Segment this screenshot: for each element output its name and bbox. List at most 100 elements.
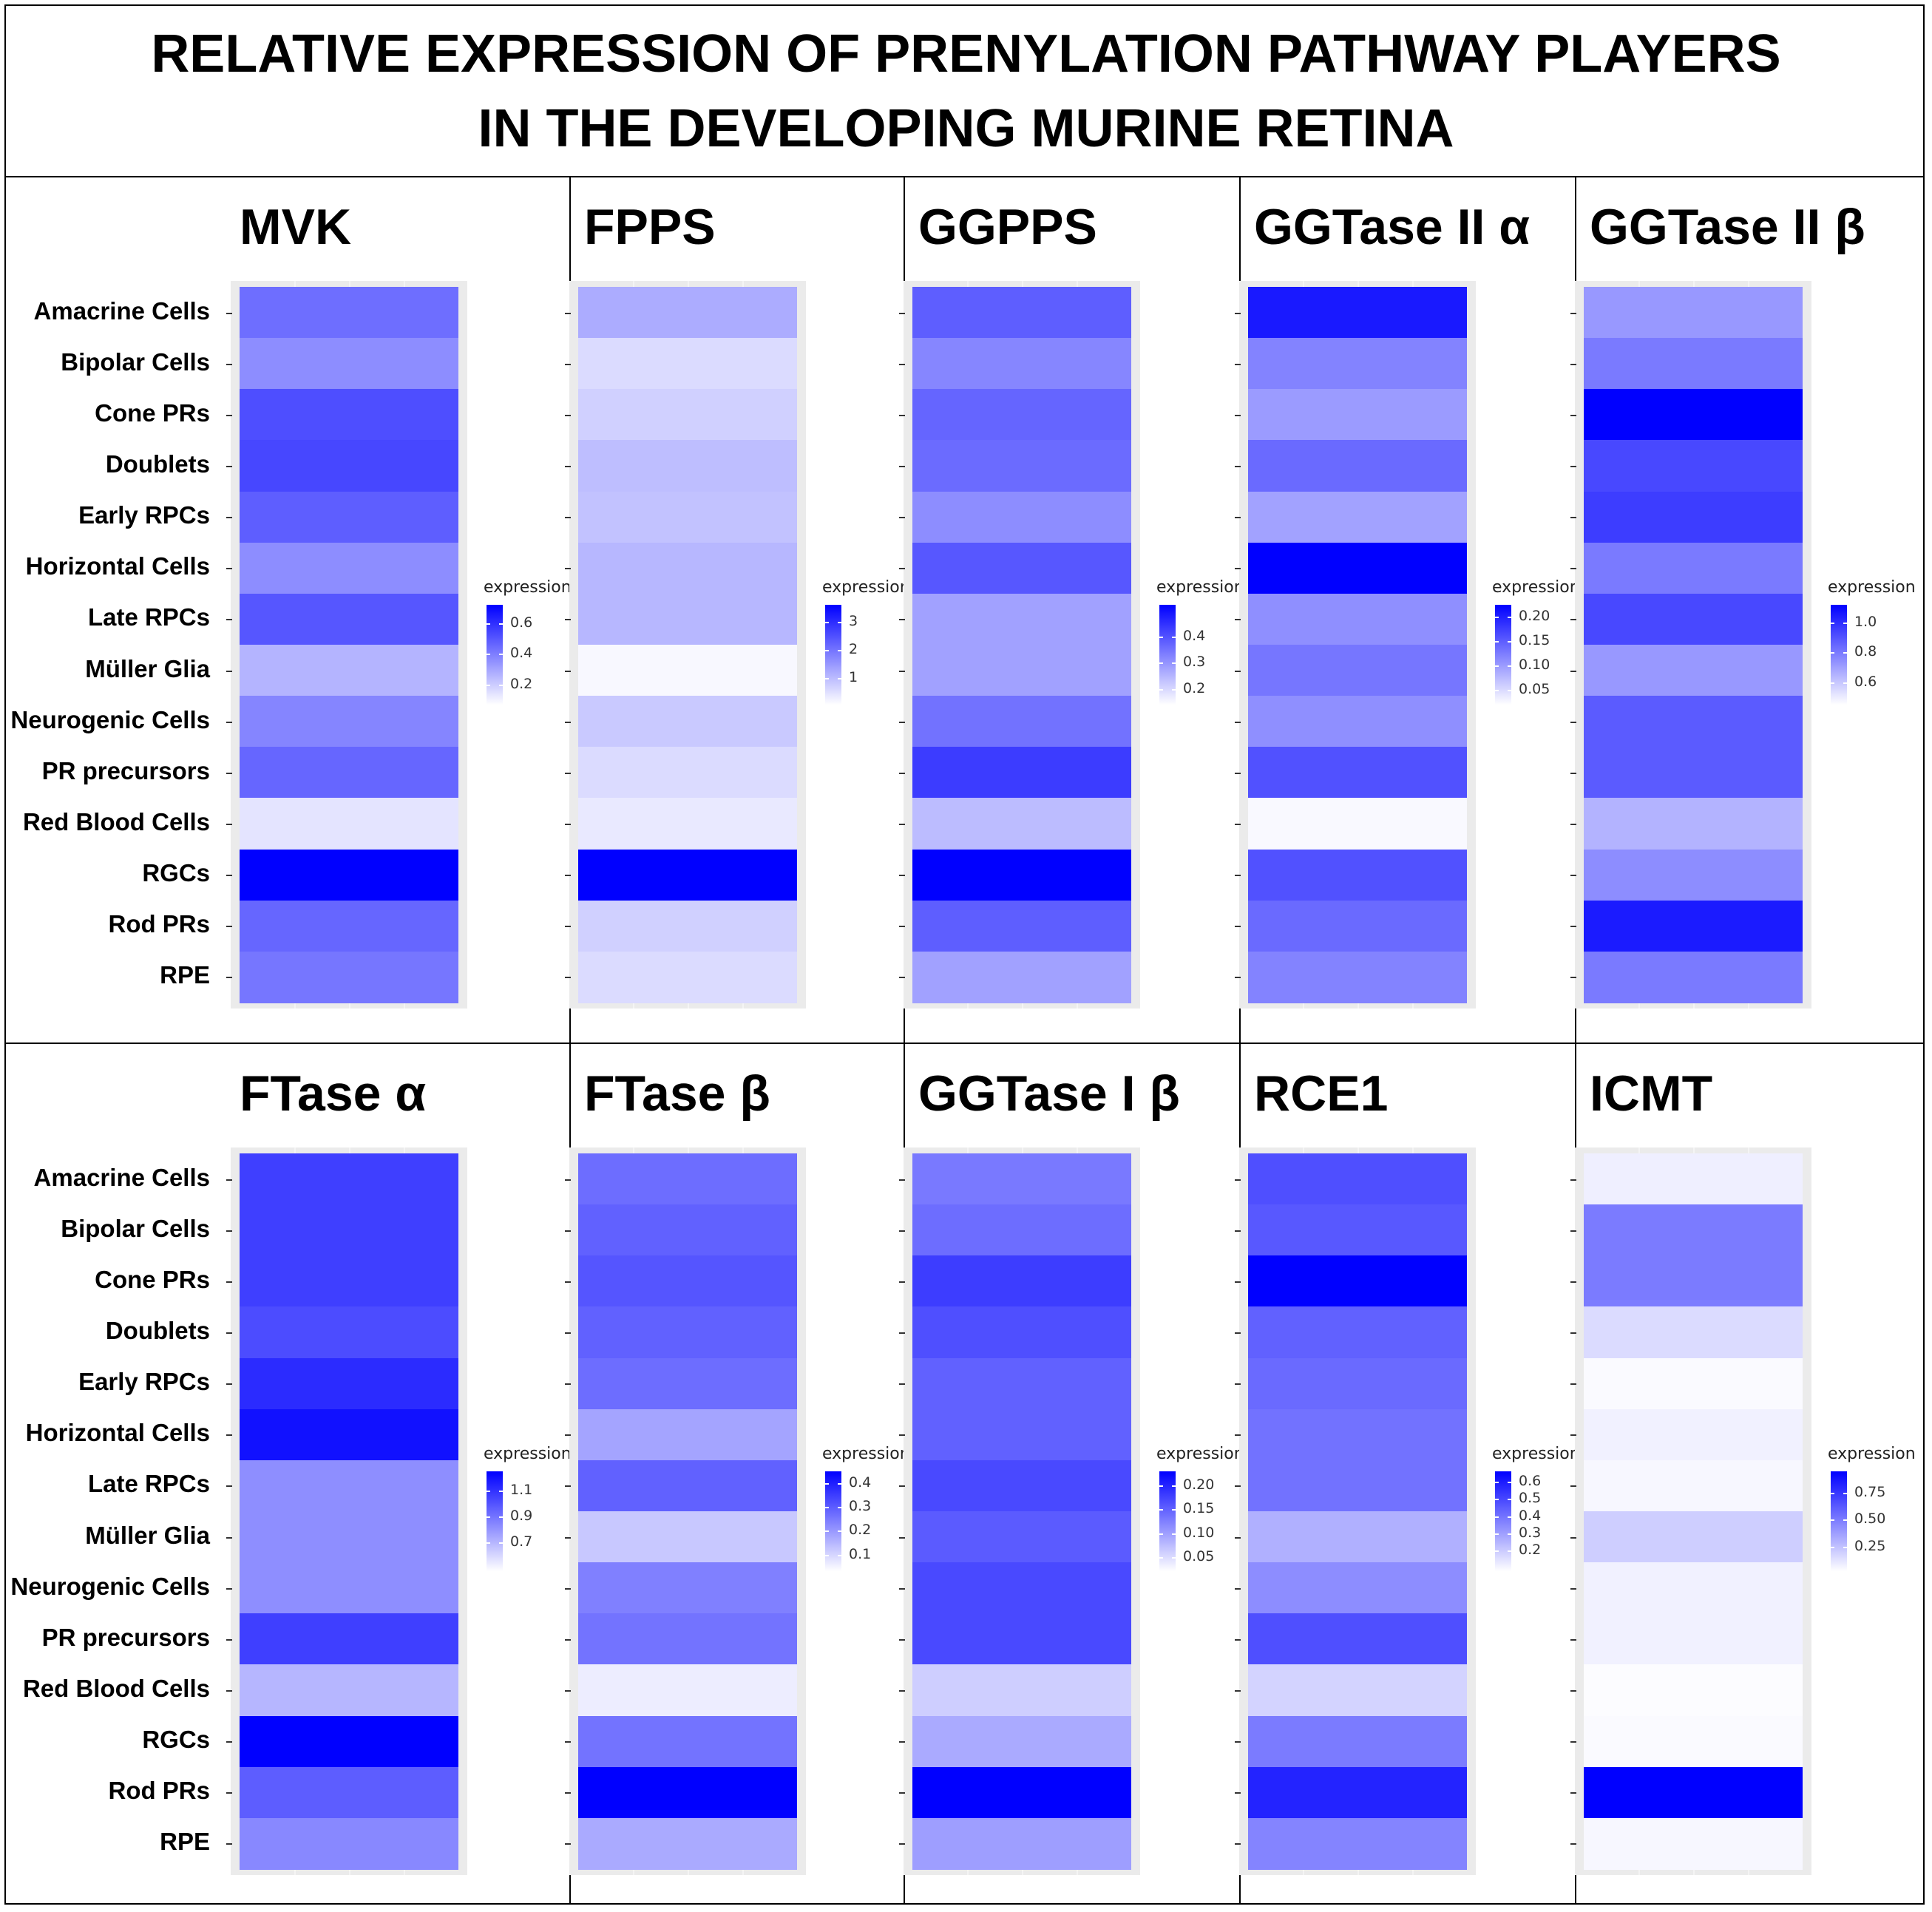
- heatmap-cell-ggtase-ii-5: [1248, 542, 1467, 594]
- row-tick-icmt-9: [1570, 1638, 1576, 1641]
- row-tick-ggtase-i-5: [899, 1434, 905, 1437]
- row-tick-ggtase-i-0: [899, 1179, 905, 1181]
- heatmap-cell-ggtase-ii-4: [1584, 491, 1803, 543]
- legend-label-icmt-1: 0.50: [1854, 1511, 1886, 1528]
- heatmap-cell-ggtase-ii-6: [1248, 593, 1467, 645]
- heatmap-cell-ggtase-ii-7: [1584, 645, 1803, 696]
- legend-label-ftase-1: 0.9: [510, 1508, 533, 1525]
- heatmap-cell-fpps-5: [578, 542, 797, 594]
- legend-tick-fpps-1: [825, 649, 829, 651]
- legend-tick-r-ggtase-ii-1: [1508, 641, 1511, 643]
- row-label-1-3: Doublets: [105, 1317, 210, 1344]
- legend-tick-r-rce1-2: [1508, 1516, 1511, 1518]
- row-tick-fpps-1: [565, 363, 571, 365]
- row-tick-ggpps-11: [899, 875, 905, 877]
- legend-colorbar-icmt: [1831, 1471, 1847, 1571]
- heatmap-cell-fpps-2: [578, 389, 797, 441]
- legend-label-ftase-0: 0.4: [849, 1474, 872, 1491]
- row-tick-mvk-8: [226, 721, 232, 723]
- heatmap-cell-ggtase-i-5: [912, 1408, 1131, 1461]
- legend-colorbar-rce1: [1495, 1471, 1511, 1571]
- row-tick-icmt-0: [1570, 1179, 1576, 1181]
- row-tick-icmt-1: [1570, 1230, 1576, 1232]
- heatmap-cell-ggpps-8: [912, 696, 1131, 747]
- heatmap-cell-fpps-13: [578, 951, 797, 1003]
- row-tick-ftase-10: [565, 1690, 571, 1692]
- row-tick-mvk-5: [226, 568, 232, 570]
- heatmap-cell-ggtase-ii-2: [1584, 389, 1803, 441]
- heatmap-cell-ggpps-9: [912, 747, 1131, 799]
- row-tick-icmt-13: [1570, 1843, 1576, 1845]
- row-tick-ggtase-ii-5: [1235, 568, 1241, 570]
- row-label-1-0: Amacrine Cells: [33, 1163, 210, 1191]
- heatmap-cell-rce1-7: [1248, 1511, 1467, 1563]
- row-tick-mvk-13: [226, 977, 232, 979]
- heatmap-cell-ggpps-4: [912, 491, 1131, 543]
- heatmap-cell-ggpps-1: [912, 338, 1131, 390]
- legend-tick-r-rce1-3: [1508, 1533, 1511, 1535]
- row-tick-rce1-13: [1235, 1843, 1241, 1845]
- row-tick-ftase-6: [565, 1485, 571, 1488]
- legend-label-mvk-2: 0.2: [510, 676, 533, 692]
- row-tick-ftase-11: [565, 1741, 571, 1743]
- heatmap-cell-fpps-11: [578, 849, 797, 901]
- heatmap-cell-ggtase-ii-0: [1584, 287, 1803, 339]
- row-tick-ggtase-i-13: [899, 1843, 905, 1845]
- row-tick-ftase-3: [226, 1332, 232, 1334]
- row-tick-ggtase-ii-9: [1570, 772, 1576, 774]
- row-tick-ftase-3: [565, 1332, 571, 1334]
- row-tick-rce1-3: [1235, 1332, 1241, 1334]
- heatmap-cell-ggtase-i-4: [912, 1357, 1131, 1410]
- row-tick-ggtase-i-9: [899, 1638, 905, 1641]
- legend-tick-r-ftase-2: [499, 1542, 503, 1545]
- legend-tick-r-ftase-0: [838, 1483, 841, 1485]
- heatmap-cell-rce1-8: [1248, 1562, 1467, 1614]
- heatmap-cell-ggtase-ii-11: [1248, 849, 1467, 901]
- legend-tick-r-rce1-1: [1508, 1499, 1511, 1501]
- row-tick-ftase-2: [226, 1281, 232, 1283]
- heatmap-cell-ggtase-i-0: [912, 1153, 1131, 1205]
- row-tick-fpps-4: [565, 517, 571, 519]
- heatmap-cell-mvk-2: [240, 389, 458, 441]
- legend-tick-rce1-3: [1495, 1533, 1499, 1535]
- heatmap-cell-fpps-12: [578, 900, 797, 952]
- heatmap-cell-ggtase-ii-2: [1248, 389, 1467, 441]
- row-label-1-8: Neurogenic Cells: [10, 1572, 210, 1600]
- row-tick-icmt-12: [1570, 1792, 1576, 1794]
- legend-tick-r-rce1-0: [1508, 1481, 1511, 1483]
- heatmap-cell-ftase-8: [240, 1562, 458, 1614]
- legend-tick-r-ggtase-ii-2: [1843, 682, 1847, 684]
- legend-tick-r-rce1-4: [1508, 1550, 1511, 1553]
- heatmap-cell-fpps-8: [578, 696, 797, 747]
- row-tick-icmt-5: [1570, 1434, 1576, 1437]
- row-tick-fpps-13: [565, 977, 571, 979]
- row-tick-ggtase-i-10: [899, 1690, 905, 1692]
- legend-label-rce1-1: 0.5: [1519, 1490, 1542, 1507]
- row-tick-rce1-4: [1235, 1383, 1241, 1386]
- legend-label-ggtase-ii-3: 0.05: [1519, 681, 1550, 698]
- row-tick-ggtase-i-6: [899, 1485, 905, 1488]
- row-tick-fpps-12: [565, 926, 571, 928]
- heatmap-cell-rce1-1: [1248, 1204, 1467, 1256]
- row-tick-ftase-13: [226, 1843, 232, 1845]
- heatmap-cell-icmt-8: [1584, 1562, 1803, 1614]
- heatmap-cell-rce1-11: [1248, 1715, 1467, 1768]
- legend-tick-r-ggtase-ii-2: [1508, 665, 1511, 668]
- heatmap-cell-icmt-4: [1584, 1357, 1803, 1410]
- legend-title-ftase: expression: [484, 1445, 572, 1463]
- legend-label-icmt-0: 0.75: [1854, 1484, 1886, 1501]
- heatmap-cell-ggtase-i-3: [912, 1306, 1131, 1359]
- heatmap-cell-fpps-10: [578, 798, 797, 850]
- heatmap-cell-ftase-10: [240, 1664, 458, 1717]
- heatmap-cell-rce1-12: [1248, 1766, 1467, 1819]
- row-tick-mvk-12: [226, 926, 232, 928]
- row-tick-rce1-7: [1235, 1536, 1241, 1539]
- heatmap-cell-rce1-4: [1248, 1357, 1467, 1410]
- heatmap-cell-ftase-13: [240, 1817, 458, 1870]
- legend-tick-ggtase-ii-2: [1831, 682, 1834, 684]
- row-tick-ggtase-ii-0: [1570, 312, 1576, 314]
- legend-label-ggtase-i-3: 0.05: [1183, 1547, 1215, 1564]
- row-tick-ggtase-ii-4: [1235, 517, 1241, 519]
- row-tick-ggpps-12: [899, 926, 905, 928]
- row-label-0-5: Horizontal Cells: [25, 552, 210, 580]
